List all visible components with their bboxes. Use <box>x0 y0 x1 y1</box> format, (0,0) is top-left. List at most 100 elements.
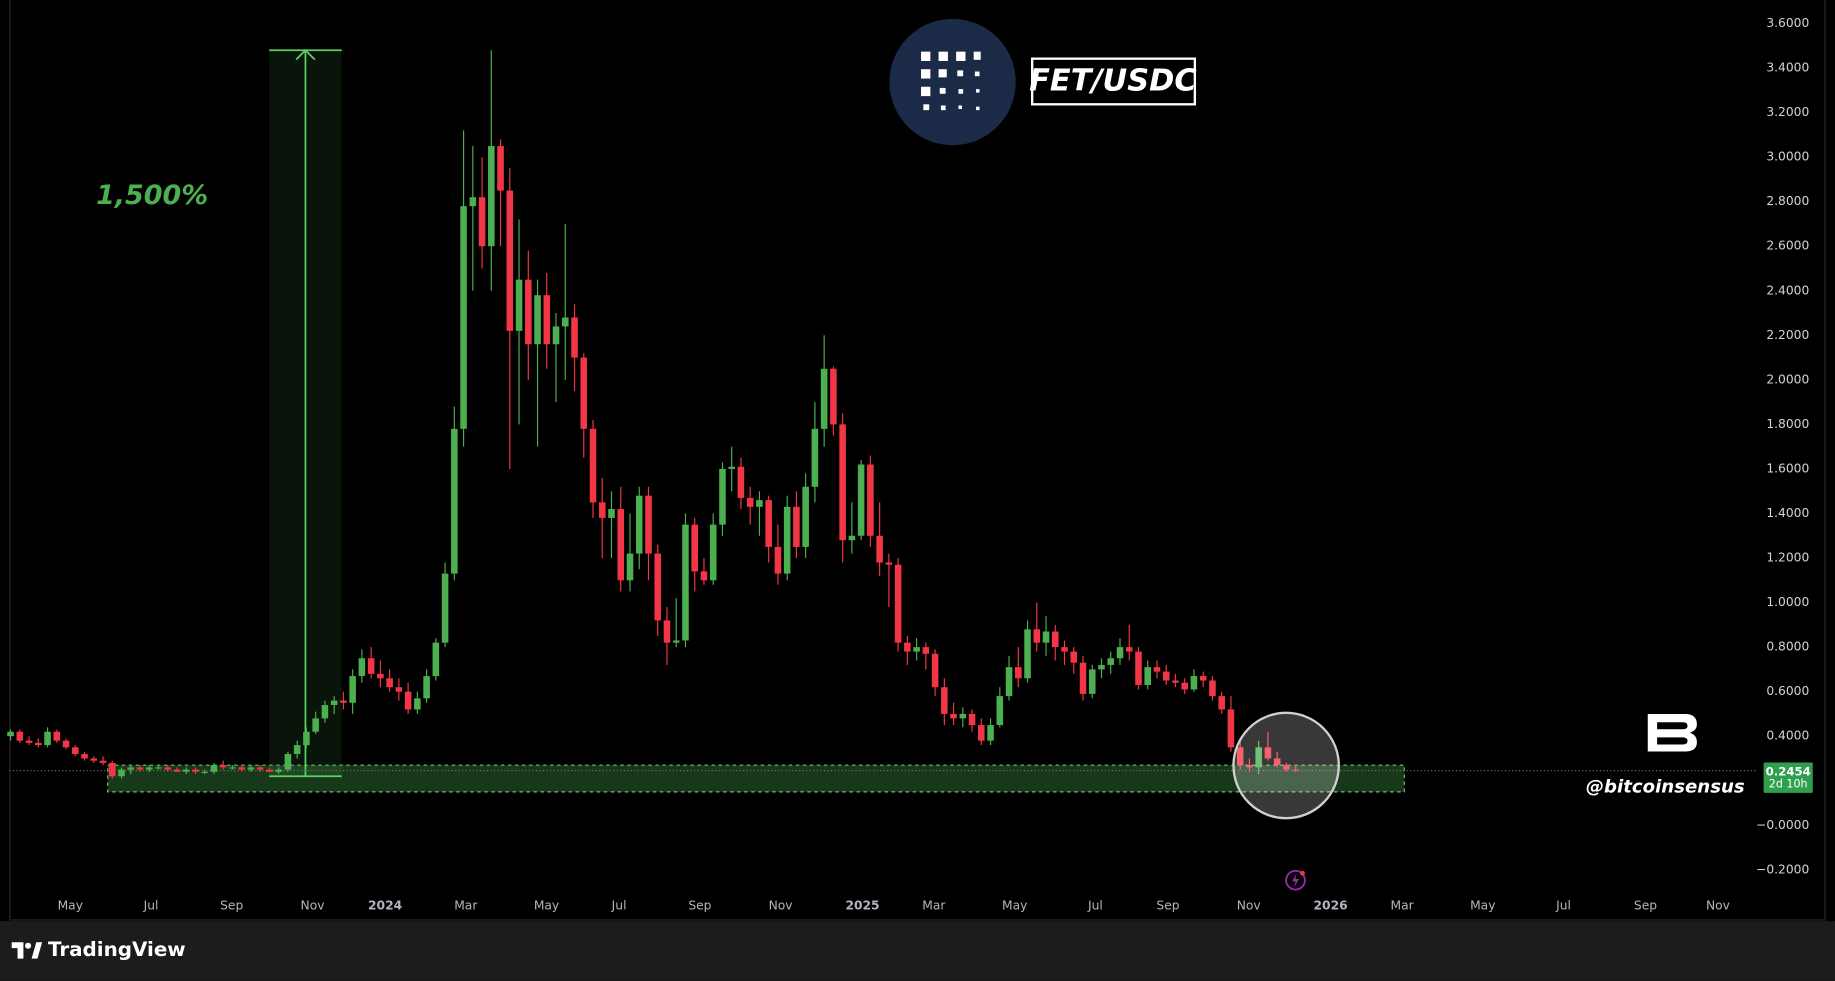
candle-body <box>127 767 135 770</box>
candle-body <box>1052 631 1059 648</box>
candle-body <box>700 571 708 581</box>
candle-body <box>423 676 430 699</box>
logo-badge <box>889 18 1016 146</box>
candle-body <box>968 713 976 726</box>
candle-body <box>219 765 227 768</box>
candle-body <box>145 767 153 770</box>
candle-body <box>857 464 865 536</box>
candle-body <box>108 762 116 777</box>
candles <box>7 50 1299 779</box>
highlight-circle <box>1232 711 1340 820</box>
candle-body <box>635 495 643 554</box>
candle-body <box>1218 696 1225 710</box>
candle-body <box>451 428 458 574</box>
candle-body <box>913 647 920 652</box>
candle-body <box>793 506 800 547</box>
y-tick-label: 3.4000 <box>1766 61 1809 75</box>
y-tick-label: 1.6000 <box>1766 461 1809 475</box>
candle-body <box>1079 662 1087 694</box>
logo-circle <box>889 18 1016 146</box>
x-tick-label: Sep <box>220 898 243 912</box>
x-tick-label: Jul <box>143 898 159 912</box>
candle-body <box>737 466 745 498</box>
candle-body <box>1246 765 1253 768</box>
candle-body <box>72 747 79 755</box>
x-tick-label: 2026 <box>1314 898 1348 912</box>
candle-body <box>395 687 403 692</box>
candle-body <box>275 769 282 772</box>
candle-body <box>182 769 190 772</box>
candle-body <box>330 700 338 706</box>
candle-body <box>802 486 809 547</box>
candle-body <box>978 725 985 741</box>
alert-icon <box>1285 869 1306 891</box>
candle-body <box>16 731 24 741</box>
candle-body <box>284 754 292 770</box>
candle-body <box>293 745 301 755</box>
candle-body <box>90 758 98 761</box>
candle-body <box>672 640 680 643</box>
y-tick-label: 2.6000 <box>1766 239 1809 253</box>
candle-body <box>201 771 208 774</box>
zones <box>9 49 1756 793</box>
candle-body <box>1227 709 1235 748</box>
brand-logo <box>11 942 43 959</box>
x-tick-label: Jul <box>611 898 627 912</box>
candle-body <box>247 767 255 770</box>
candle-body <box>552 326 560 345</box>
chart-title: FET/USDC <box>1029 64 1197 99</box>
candle-body <box>1070 651 1078 663</box>
candle-body <box>488 146 495 247</box>
candle-body <box>367 658 375 674</box>
x-tick-label: Mar <box>1390 898 1414 912</box>
x-tick-label: 2025 <box>845 898 879 912</box>
candle-body <box>894 564 902 643</box>
y-tick-label: 3.6000 <box>1766 16 1809 30</box>
brand: TradingView <box>48 938 186 961</box>
candle-body <box>1042 631 1050 643</box>
candle-body <box>867 464 874 536</box>
candle-body <box>1190 676 1198 690</box>
title-box <box>1031 57 1197 106</box>
candle-body <box>441 573 449 643</box>
x-tick-label: Sep <box>1156 898 1179 912</box>
candle-body <box>340 700 347 703</box>
candle-body <box>62 740 70 748</box>
x-tick-label: 2024 <box>368 898 402 912</box>
price-label: 0.2454 <box>1766 764 1811 778</box>
candle-body <box>1181 682 1188 690</box>
x-tick-label: May <box>1470 898 1495 912</box>
candle-body <box>377 673 384 679</box>
y-tick-label: −0.2000 <box>1756 862 1809 876</box>
candle-body <box>1135 651 1142 685</box>
candle-body <box>1209 680 1216 697</box>
candle-body <box>1033 629 1041 643</box>
y-tick-label: 3.0000 <box>1766 150 1809 164</box>
candle-body <box>349 676 356 703</box>
y-tick-label: −0.0000 <box>1756 818 1809 832</box>
y-tick-label: 0.4000 <box>1766 729 1809 743</box>
candle-body <box>238 767 245 770</box>
y-tick-label: 1.2000 <box>1766 551 1809 565</box>
x-tick-label: Mar <box>454 898 478 912</box>
candle-body <box>774 546 782 574</box>
candle-body <box>663 620 671 643</box>
candle-body <box>922 647 930 654</box>
candle-body <box>617 509 625 581</box>
y-tick-label: 3.2000 <box>1766 105 1809 119</box>
watermark: @bitcoinsensus <box>1586 777 1745 798</box>
x-tick-label: Sep <box>688 898 711 912</box>
candle-body <box>598 502 606 518</box>
countdown-label: 2d 10h <box>1769 778 1808 791</box>
candle-body <box>1162 671 1170 681</box>
candle-body <box>358 658 366 677</box>
candle-body <box>155 767 162 769</box>
candle-body <box>386 678 393 688</box>
candle-body <box>210 765 218 772</box>
candle-body <box>987 725 994 741</box>
candle-body <box>460 206 467 429</box>
candle-body <box>1144 667 1152 685</box>
candle-body <box>1125 647 1133 652</box>
x-tick-label: Mar <box>922 898 946 912</box>
y-tick-label: 2.2000 <box>1766 328 1809 342</box>
